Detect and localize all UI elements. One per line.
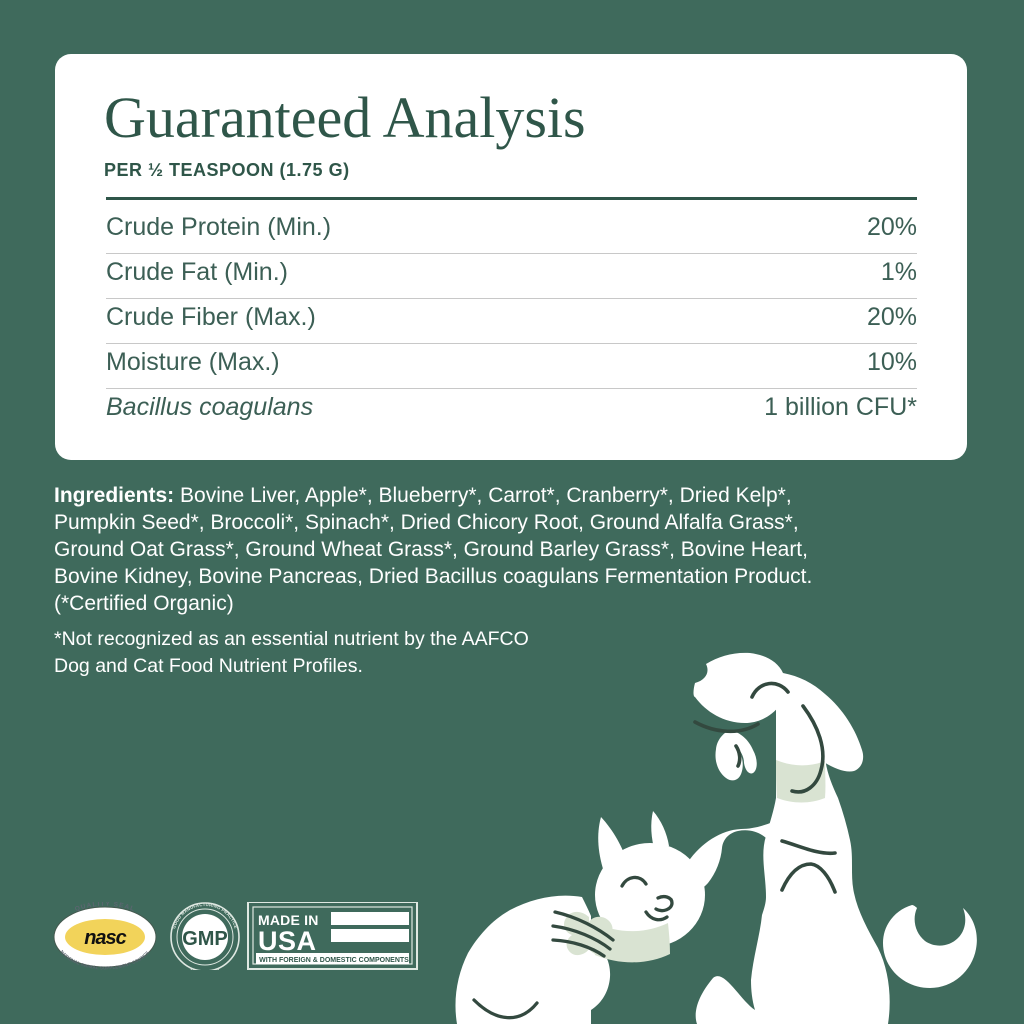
svg-text:• PRODUCT •: • PRODUCT • xyxy=(189,967,220,970)
svg-text:WITH FOREIGN & DOMESTIC COMPON: WITH FOREIGN & DOMESTIC COMPONENTS xyxy=(259,957,409,964)
svg-text:GMP: GMP xyxy=(182,928,228,950)
svg-text:nasc: nasc xyxy=(84,927,126,949)
svg-text:USA: USA xyxy=(258,926,317,956)
